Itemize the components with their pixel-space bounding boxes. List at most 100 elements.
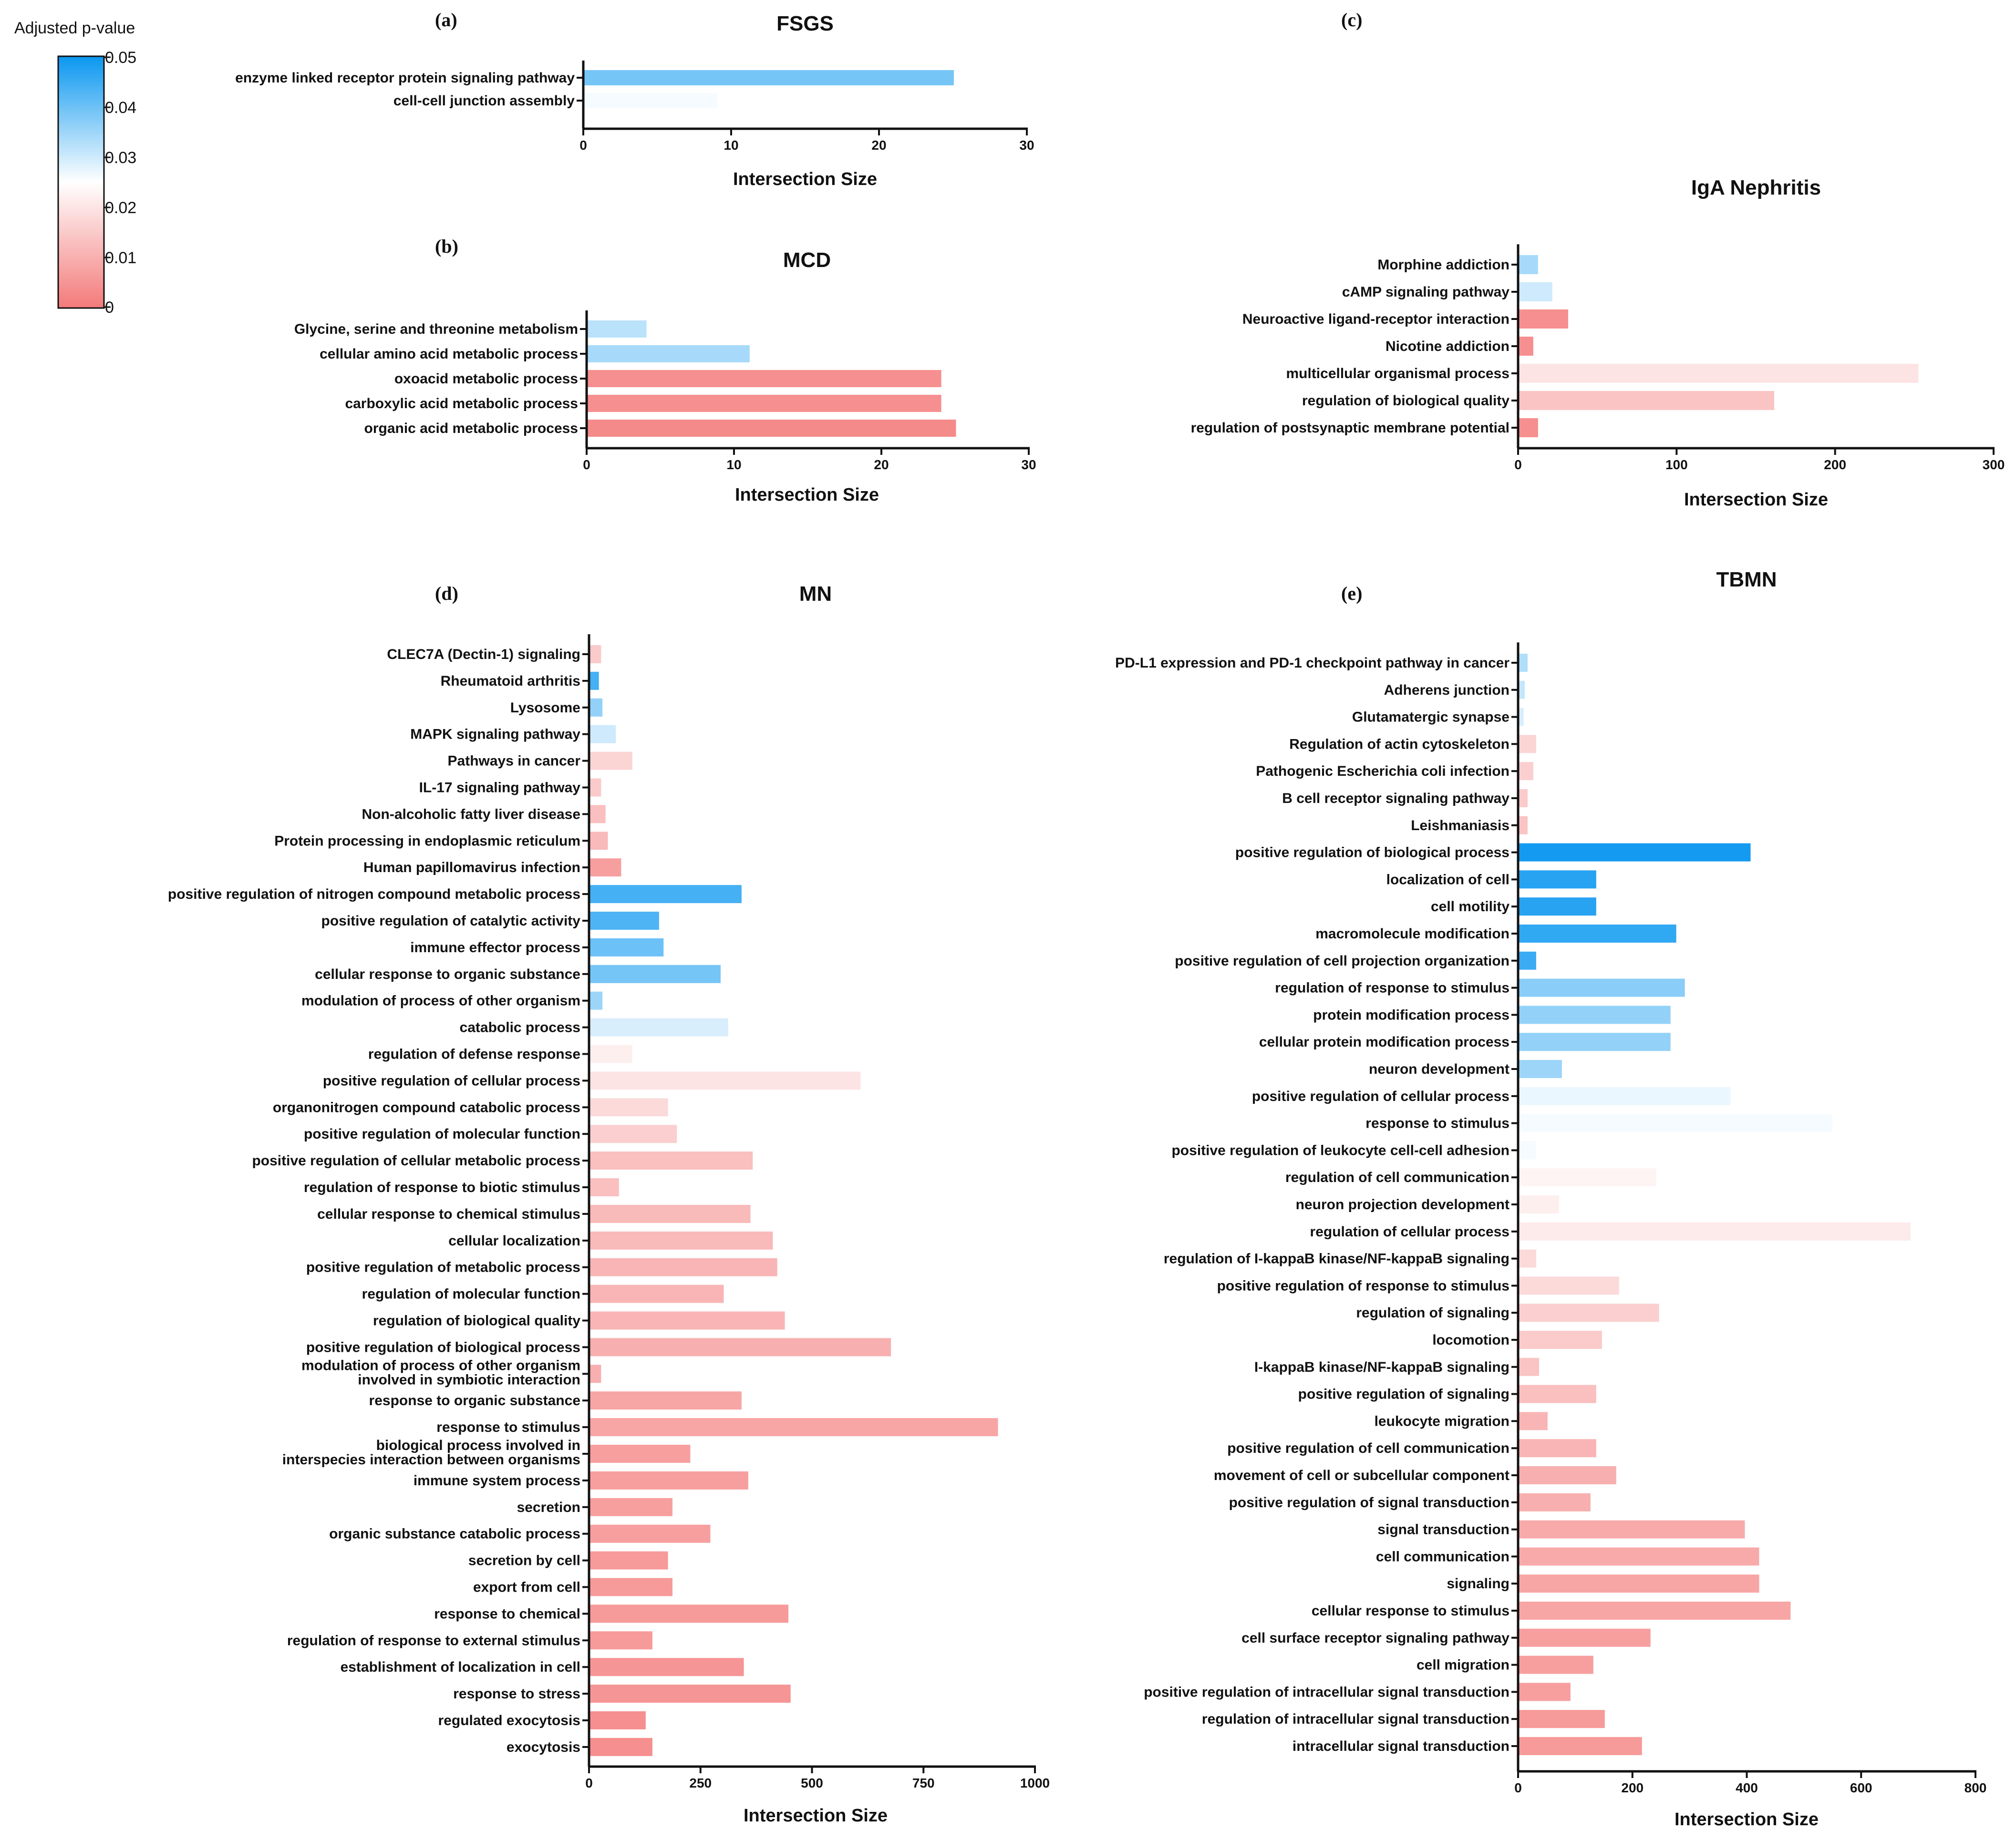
category-label-mn-19: positive regulation of cellular metaboli… xyxy=(252,1153,580,1169)
category-label-fsgs-0: enzyme linked receptor protein signaling… xyxy=(235,70,575,86)
bar-mn-15 xyxy=(590,1045,632,1063)
bar-tbmn-5 xyxy=(1519,789,1528,807)
category-label-tbmn-6: Leishmaniasis xyxy=(1411,818,1509,833)
category-label-mn-24: regulation of molecular function xyxy=(362,1286,580,1302)
chart-title-tbmn: TBMN xyxy=(1716,568,1777,591)
bar-mn-11 xyxy=(590,938,664,956)
category-label-mn-14: catabolic process xyxy=(460,1020,580,1036)
x-tick-label-iga-3: 300 xyxy=(1983,457,2005,472)
category-label-mn-6: Non-alcoholic fatty liver disease xyxy=(362,806,580,822)
bar-mn-3 xyxy=(590,725,616,743)
chart-title-mcd: MCD xyxy=(783,248,831,272)
bar-tbmn-23 xyxy=(1519,1276,1619,1295)
x-tick-label-fsgs-2: 20 xyxy=(871,138,886,153)
bar-mn-29 xyxy=(590,1418,998,1437)
bar-mn-20 xyxy=(590,1178,619,1196)
bar-tbmn-19 xyxy=(1519,1168,1656,1187)
category-label-mn-16: positive regulation of cellular process xyxy=(323,1073,580,1089)
bar-tbmn-36 xyxy=(1519,1628,1651,1647)
category-label-mn-22: cellular localization xyxy=(448,1233,580,1249)
legend-tick-2: 0.03 xyxy=(105,149,136,167)
category-label-tbmn-31: positive regulation of signal transducti… xyxy=(1229,1495,1509,1511)
category-label-tbmn-34: signaling xyxy=(1447,1576,1509,1592)
category-label-mn-3: MAPK signaling pathway xyxy=(410,727,580,742)
category-label-tbmn-25: locomotion xyxy=(1432,1332,1509,1348)
bar-tbmn-14 xyxy=(1519,1033,1671,1051)
x-tick-label-tbmn-3: 600 xyxy=(1850,1780,1872,1795)
category-label-mcd-2: oxoacid metabolic process xyxy=(394,371,578,387)
category-label-mn-9: positive regulation of nitrogen compound… xyxy=(168,886,580,902)
legend-tick-5: 0 xyxy=(105,298,114,317)
bar-tbmn-21 xyxy=(1519,1222,1911,1241)
x-tick-label-mn-1: 250 xyxy=(689,1776,712,1790)
category-label-iga-2: Neuroactive ligand-receptor interaction xyxy=(1242,311,1509,327)
x-axis-label-mcd: Intersection Size xyxy=(735,485,879,505)
category-label-mn-29: response to stimulus xyxy=(436,1419,580,1435)
bar-tbmn-10 xyxy=(1519,925,1676,943)
category-label-mn-31: immune system process xyxy=(414,1473,580,1489)
category-label-iga-5: regulation of biological quality xyxy=(1302,393,1509,409)
category-label-mn-18: positive regulation of molecular functio… xyxy=(304,1126,580,1142)
category-label-tbmn-27: positive regulation of signaling xyxy=(1298,1387,1509,1402)
bar-mn-13 xyxy=(590,991,603,1010)
bar-mn-27 xyxy=(590,1365,601,1383)
bar-tbmn-39 xyxy=(1519,1710,1605,1728)
bar-tbmn-28 xyxy=(1519,1412,1548,1430)
bar-mn-35 xyxy=(590,1578,672,1596)
bar-tbmn-27 xyxy=(1519,1385,1596,1403)
category-label-tbmn-22: regulation of I-kappaB kinase/NF-kappaB … xyxy=(1164,1251,1509,1267)
category-label-tbmn-24: regulation of signaling xyxy=(1356,1305,1509,1321)
bar-mn-19 xyxy=(590,1151,753,1170)
bar-mn-31 xyxy=(590,1471,748,1490)
category-label-mn-2: Lysosome xyxy=(510,700,580,716)
bar-mn-26 xyxy=(590,1338,891,1357)
bar-tbmn-3 xyxy=(1519,735,1536,753)
bar-tbmn-31 xyxy=(1519,1493,1591,1511)
plot-area-fsgs: enzyme linked receptor protein signaling… xyxy=(235,61,1034,153)
bar-iga-6 xyxy=(1519,418,1538,437)
category-label-mn-36: response to chemical xyxy=(434,1606,580,1622)
category-label-mcd-4: organic acid metabolic process xyxy=(364,421,579,436)
category-label-mn-33: organic substance catabolic process xyxy=(329,1526,580,1542)
category-label-tbmn-8: localization of cell xyxy=(1386,872,1509,887)
bar-mcd-2 xyxy=(588,370,941,387)
x-tick-label-fsgs-3: 30 xyxy=(1019,138,1034,153)
bar-tbmn-18 xyxy=(1519,1141,1536,1160)
bar-tbmn-16 xyxy=(1519,1087,1731,1105)
category-label-mn-0: CLEC7A (Dectin-1) signaling xyxy=(387,647,580,662)
category-label-mn-21: cellular response to chemical stimulus xyxy=(317,1206,580,1222)
bar-tbmn-11 xyxy=(1519,951,1536,970)
bar-tbmn-26 xyxy=(1519,1357,1539,1376)
bar-tbmn-0 xyxy=(1519,654,1528,672)
panel-letter-c: (c) xyxy=(1341,9,1362,31)
bar-tbmn-12 xyxy=(1519,978,1685,997)
bar-mn-22 xyxy=(590,1231,773,1250)
panel-iga: (c) IgA Nephritis Intersection Size Morp… xyxy=(1191,9,2005,510)
category-label-mn-20: regulation of response to biotic stimulu… xyxy=(304,1180,580,1195)
category-label-mn-5: IL-17 signaling pathway xyxy=(419,780,581,796)
panel-mcd: (b) MCD Intersection Size Glycine, serin… xyxy=(294,236,1036,505)
bar-mn-32 xyxy=(590,1498,672,1516)
bar-tbmn-29 xyxy=(1519,1439,1596,1458)
x-tick-label-tbmn-4: 800 xyxy=(1964,1780,1987,1795)
bar-tbmn-17 xyxy=(1519,1114,1832,1132)
bar-mn-4 xyxy=(590,751,632,770)
bar-mn-40 xyxy=(590,1711,646,1729)
bar-mn-17 xyxy=(590,1098,668,1117)
bar-mn-23 xyxy=(590,1258,777,1276)
category-label-tbmn-35: cellular response to stimulus xyxy=(1312,1603,1509,1619)
legend-tick-4: 0.01 xyxy=(105,249,136,267)
category-label-tbmn-33: cell communication xyxy=(1376,1549,1509,1564)
legend-title: Adjusted p-value xyxy=(14,19,135,37)
category-label-iga-3: Nicotine addiction xyxy=(1385,339,1509,354)
bar-fsgs-1 xyxy=(584,93,717,108)
bar-tbmn-8 xyxy=(1519,870,1596,889)
category-label-mn-26: positive regulation of biological proces… xyxy=(306,1339,580,1355)
bar-tbmn-15 xyxy=(1519,1060,1562,1078)
x-tick-label-fsgs-0: 0 xyxy=(579,138,587,153)
bar-tbmn-25 xyxy=(1519,1331,1602,1349)
bar-tbmn-1 xyxy=(1519,680,1525,699)
category-label-mn-40: regulated exocytosis xyxy=(438,1713,580,1728)
category-label-mcd-3: carboxylic acid metabolic process xyxy=(345,396,578,411)
